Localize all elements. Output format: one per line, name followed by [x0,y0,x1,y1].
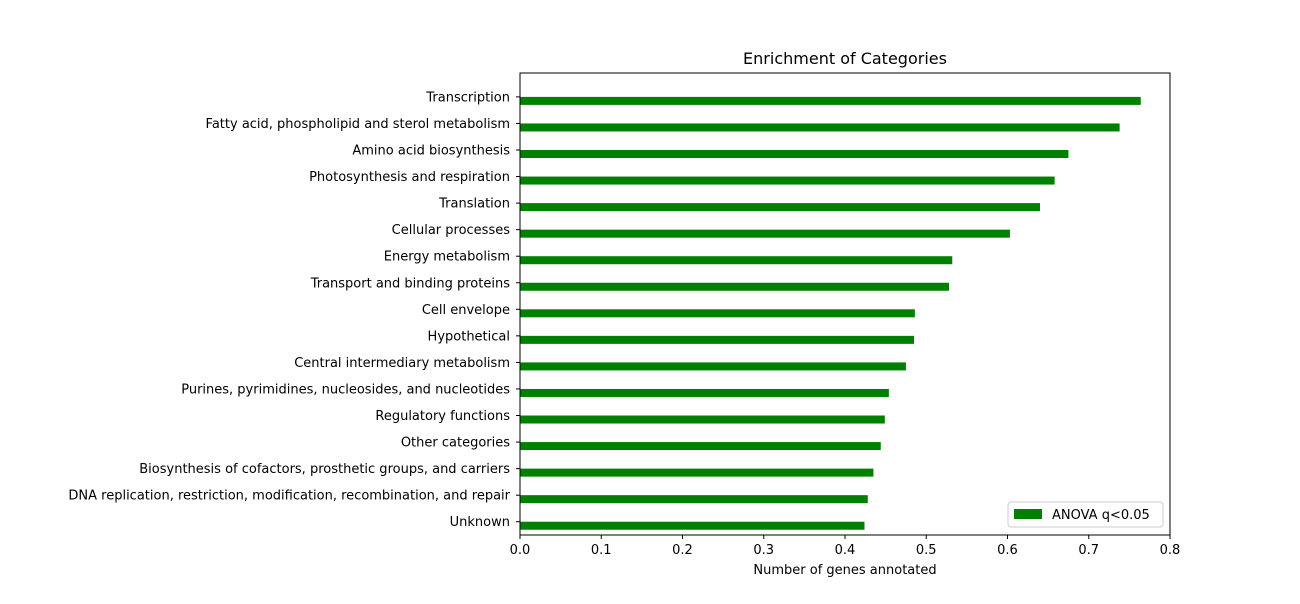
x-tick-label: 0.7 [1078,543,1099,558]
chart-title: Enrichment of Categories [743,49,947,68]
legend-label: ANOVA q<0.05 [1052,508,1150,523]
y-tick-label: Cell envelope [422,303,510,318]
y-tick-label: Purines, pyrimidines, nucleosides, and n… [181,382,510,397]
y-tick-label: Transport and binding proteins [310,276,511,291]
y-tick-label: Central intermediary metabolism [294,356,510,371]
bar [520,521,865,530]
y-tick-label: Hypothetical [428,329,510,344]
y-tick-label: Regulatory functions [375,409,510,424]
x-tick-label: 0.2 [672,543,693,558]
bar [520,309,915,318]
bar [520,415,885,424]
x-tick-label: 0.8 [1160,543,1181,558]
y-tick-label: Biosynthesis of cofactors, prosthetic gr… [139,462,510,477]
x-axis-label: Number of genes annotated [753,563,936,578]
x-tick-label: 0.3 [753,543,774,558]
bar [520,442,881,451]
legend: ANOVA q<0.05 [1007,501,1164,528]
bar [520,96,1141,105]
x-tick-label: 0.1 [591,543,612,558]
x-axis-ticks: 0.0 0.1 0.2 0.3 0.4 0.5 0.6 0.7 0.8 [510,535,1181,558]
x-tick-label: 0.6 [997,543,1018,558]
y-tick-label: Other categories [401,436,510,451]
y-tick-label: Photosynthesis and respiration [309,170,510,185]
bar [520,335,915,344]
y-tick-label: Fatty acid, phospholipid and sterol meta… [206,117,510,132]
bar [520,282,949,291]
bar [520,362,906,371]
y-tick-label: Transcription [425,90,510,105]
y-axis-ticks: Transcription Fatty acid, phospholipid an… [68,90,520,530]
bar [520,495,868,504]
bar [520,468,874,477]
bar [520,256,953,265]
y-tick-label: Energy metabolism [384,250,510,265]
legend-swatch [1014,509,1042,519]
x-tick-label: 0.4 [835,543,856,558]
y-tick-label: Unknown [450,515,510,530]
y-tick-label: Amino acid biosynthesis [352,144,510,159]
y-tick-label: Translation [438,197,510,212]
x-tick-label: 0.0 [510,543,531,558]
bar [520,388,889,397]
y-tick-label: DNA replication, restriction, modificati… [68,489,510,504]
bar [520,123,1120,132]
bar [520,203,1040,212]
bars-layer [520,96,1141,530]
legend-box [1007,501,1164,528]
plot-area-frame [519,72,1171,536]
bar [520,150,1069,158]
x-tick-label: 0.5 [916,543,937,558]
y-tick-label: Cellular processes [392,223,511,238]
bar [520,176,1055,185]
bar [520,229,1010,238]
